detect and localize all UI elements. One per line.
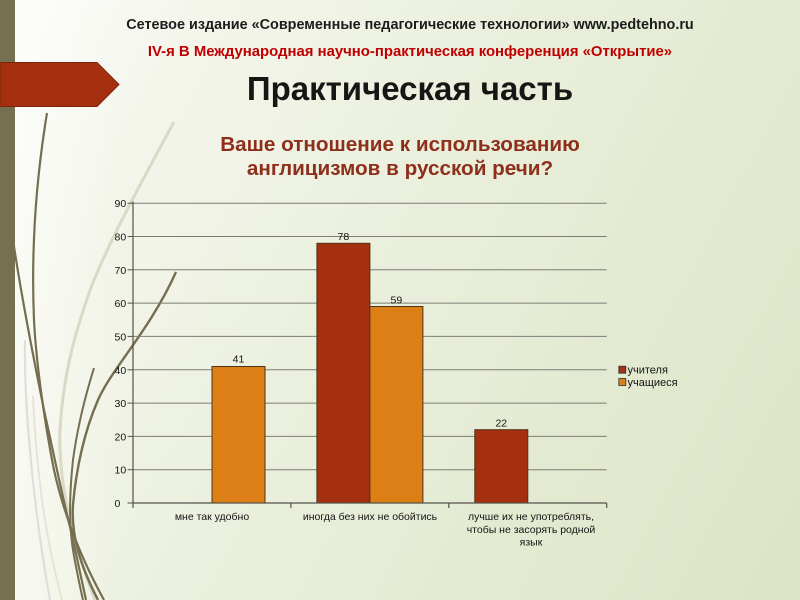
svg-text:78: 78 <box>338 231 350 243</box>
svg-text:учителя: учителя <box>628 365 668 377</box>
svg-text:0: 0 <box>115 498 121 510</box>
svg-text:лучше их не употреблять,: лучше их не употреблять, <box>468 511 594 523</box>
svg-text:41: 41 <box>233 354 245 366</box>
svg-text:22: 22 <box>495 418 507 430</box>
svg-text:чтобы не засорять родной: чтобы не засорять родной <box>467 524 596 536</box>
svg-text:70: 70 <box>115 265 127 277</box>
svg-text:30: 30 <box>115 398 127 410</box>
svg-text:учащиеся: учащиеся <box>628 377 678 389</box>
svg-text:80: 80 <box>115 232 127 244</box>
svg-text:59: 59 <box>391 295 403 307</box>
svg-text:10: 10 <box>115 465 127 477</box>
svg-text:50: 50 <box>115 331 127 343</box>
svg-text:иногда без них не обойтись: иногда без них не обойтись <box>303 511 438 523</box>
svg-text:20: 20 <box>115 431 127 443</box>
svg-text:язык: язык <box>520 537 543 549</box>
svg-text:60: 60 <box>115 298 127 310</box>
svg-text:90: 90 <box>115 198 127 210</box>
svg-text:40: 40 <box>115 365 127 377</box>
svg-text:мне так удобно: мне так удобно <box>175 511 249 523</box>
